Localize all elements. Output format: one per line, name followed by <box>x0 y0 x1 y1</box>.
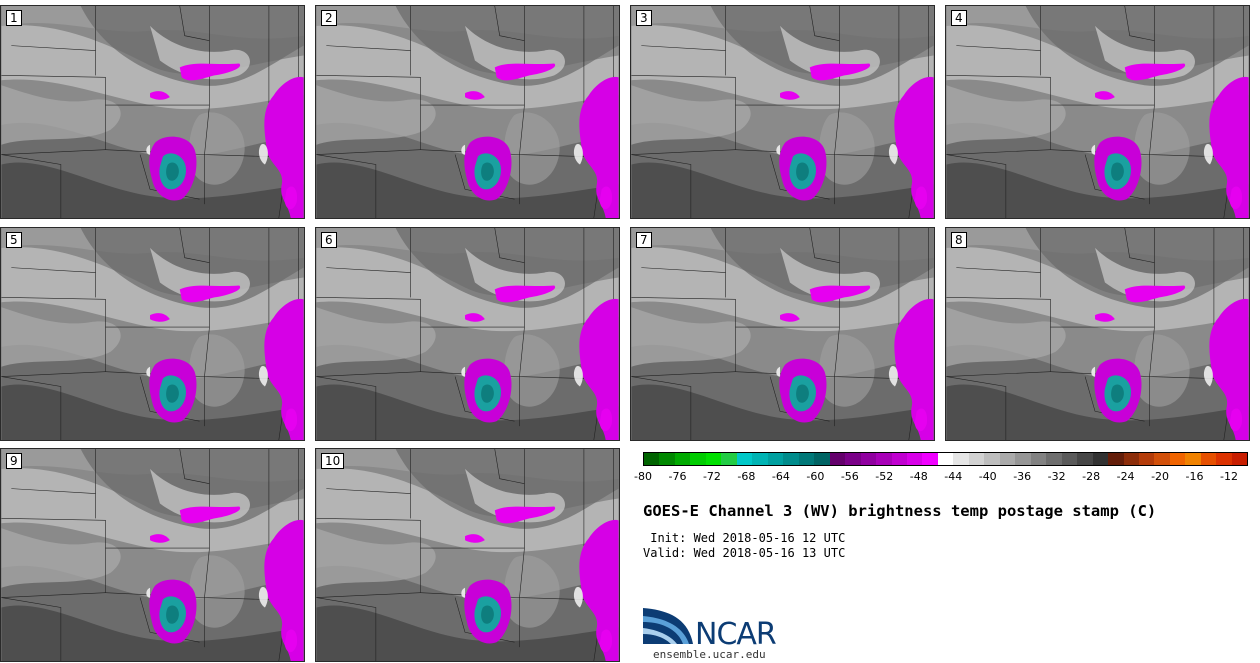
colorbar-swatch <box>1139 453 1155 465</box>
colorbar-swatch <box>767 453 784 465</box>
colorbar-swatch <box>1015 453 1031 465</box>
colorbar-tick-label: -80 <box>634 470 652 483</box>
colorbar-tick-label: -12 <box>1220 470 1238 483</box>
panel-10: 10 <box>315 448 620 662</box>
init-time: Init: Wed 2018-05-16 12 UTC <box>643 531 846 545</box>
colorbar-swatch <box>891 453 907 465</box>
colorbar-swatch <box>860 453 877 465</box>
panel-label: 1 <box>6 10 22 26</box>
panel-2: 2 <box>315 5 620 219</box>
colorbar-swatch <box>705 453 722 465</box>
ncar-logo-icon <box>643 608 693 644</box>
panel-5: 5 <box>0 227 305 441</box>
colorbar-swatch <box>752 453 768 465</box>
colorbar-tick-label: -56 <box>840 470 859 483</box>
colorbar-tick-label: -36 <box>1013 470 1032 483</box>
colorbar-swatch <box>1061 453 1078 465</box>
colorbar-tick-label: -72 <box>702 470 721 483</box>
colorbar-swatch <box>1169 453 1186 465</box>
colorbar-tick-label: -64 <box>771 470 790 483</box>
logo-url: ensemble.ucar.edu <box>653 648 766 661</box>
colorbar-swatch <box>1108 453 1124 465</box>
colorbar-swatch <box>1123 453 1139 465</box>
colorbar-swatch <box>1185 453 1201 465</box>
panel-9: 9 <box>0 448 305 662</box>
colorbar-tick-label: -20 <box>1151 470 1170 483</box>
panel-label: 5 <box>6 232 22 248</box>
panel-4: 4 <box>945 5 1250 219</box>
colorbar-swatch <box>814 453 830 465</box>
panel-7: 7 <box>630 227 935 441</box>
colorbar-tick-label: -28 <box>1082 470 1101 483</box>
logo-text: NCAR <box>695 617 777 652</box>
colorbar-tick-label: -44 <box>944 470 963 483</box>
colorbar-swatch <box>690 453 706 465</box>
panel-8: 8 <box>945 227 1250 441</box>
colorbar-tick-label: -76 <box>668 470 687 483</box>
colorbar-swatch <box>798 453 815 465</box>
panel-1: 1 <box>0 5 305 219</box>
colorbar-tick-label: -68 <box>737 470 756 483</box>
colorbar-swatch <box>984 453 1000 465</box>
colorbar-tick-label: -60 <box>806 470 825 483</box>
panel-label: 7 <box>636 232 652 248</box>
colorbar-swatch <box>937 453 954 465</box>
panel-6: 6 <box>315 227 620 441</box>
colorbar-tick-label: -24 <box>1116 470 1135 483</box>
valid-time: Valid: Wed 2018-05-16 13 UTC <box>643 546 846 560</box>
colorbar-tick-label: -40 <box>978 470 997 483</box>
plot-title: GOES-E Channel 3 (WV) brightness temp po… <box>643 502 1157 520</box>
colorbar-tick-label: -48 <box>909 470 928 483</box>
colorbar-swatch <box>876 453 892 465</box>
colorbar-swatch <box>1200 453 1217 465</box>
colorbar-swatch <box>721 453 737 465</box>
colorbar-swatch <box>736 453 753 465</box>
colorbar-ticks: -80 -76 -72 -68 -64 -60 -56 -52 -48 -44 -40 -36 -32 -… <box>634 470 1248 486</box>
colorbar-swatch <box>783 453 799 465</box>
colorbar-tick-label: -52 <box>875 470 894 483</box>
panel-label: 9 <box>6 453 22 469</box>
colorbar <box>643 452 1248 466</box>
panel-label: 3 <box>636 10 652 26</box>
colorbar-tick-label: -32 <box>1047 470 1066 483</box>
colorbar-swatch <box>1092 453 1109 465</box>
colorbar-tick-label: -16 <box>1185 470 1204 483</box>
colorbar-swatch <box>968 453 985 465</box>
panel-3: 3 <box>630 5 935 219</box>
colorbar-swatch <box>1231 453 1248 465</box>
panel-label: 8 <box>951 232 967 248</box>
colorbar-swatch <box>1046 453 1062 465</box>
colorbar-swatch <box>1030 453 1047 465</box>
panel-label: 2 <box>321 10 337 26</box>
colorbar-swatch <box>1216 453 1232 465</box>
colorbar-swatch <box>999 453 1016 465</box>
panel-label: 6 <box>321 232 337 248</box>
colorbar-swatch <box>1154 453 1170 465</box>
colorbar-swatch <box>922 453 938 465</box>
colorbar-swatch <box>845 453 861 465</box>
colorbar-swatch <box>644 453 660 465</box>
colorbar-swatch <box>1077 453 1093 465</box>
colorbar-swatch <box>906 453 923 465</box>
panel-label: 10 <box>321 453 345 469</box>
colorbar-swatch <box>829 453 846 465</box>
colorbar-swatch <box>674 453 691 465</box>
colorbar-swatch <box>953 453 969 465</box>
panel-label: 4 <box>951 10 967 26</box>
colorbar-swatch <box>659 453 675 465</box>
